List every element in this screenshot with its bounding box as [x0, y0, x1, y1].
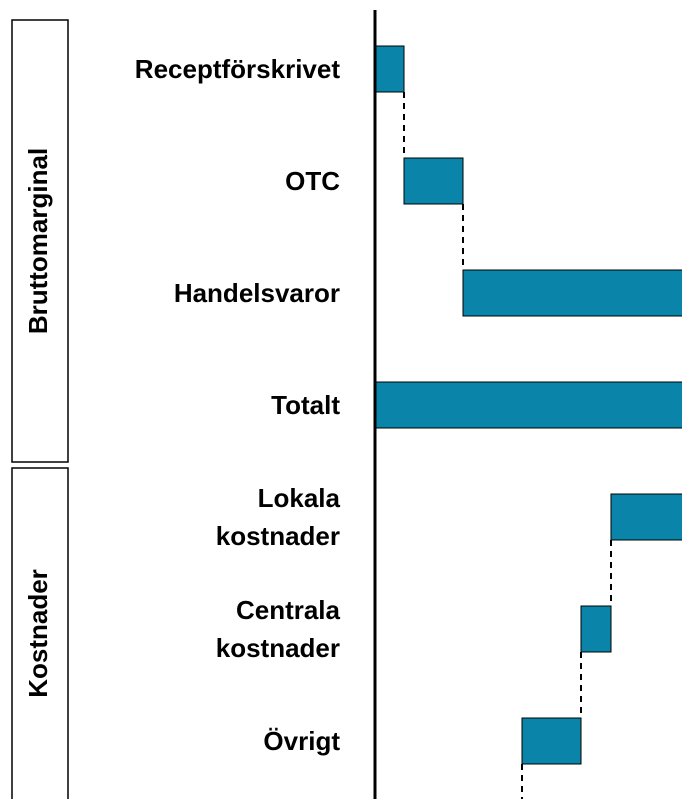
category-label: Receptförskrivet — [134, 54, 340, 84]
category-label: Totalt — [271, 390, 340, 420]
category-label: Handelsvaror — [173, 278, 340, 308]
bar — [521, 717, 582, 765]
bar — [580, 605, 612, 653]
category-label: Lokala kostnader — [215, 483, 340, 551]
category-label: OTC — [285, 166, 340, 196]
plot-area — [375, 45, 682, 765]
bar — [375, 45, 405, 93]
bar — [375, 381, 682, 429]
category-label: Centrala kostnader — [215, 595, 340, 663]
group-box — [11, 19, 69, 463]
bar — [462, 269, 682, 317]
category-label: Övrigt — [263, 726, 340, 756]
group-label: Bruttomarginal — [23, 148, 53, 334]
bar — [403, 157, 464, 205]
group-box — [11, 467, 69, 799]
group-label: Kostnader — [23, 569, 53, 698]
bar — [610, 493, 682, 541]
